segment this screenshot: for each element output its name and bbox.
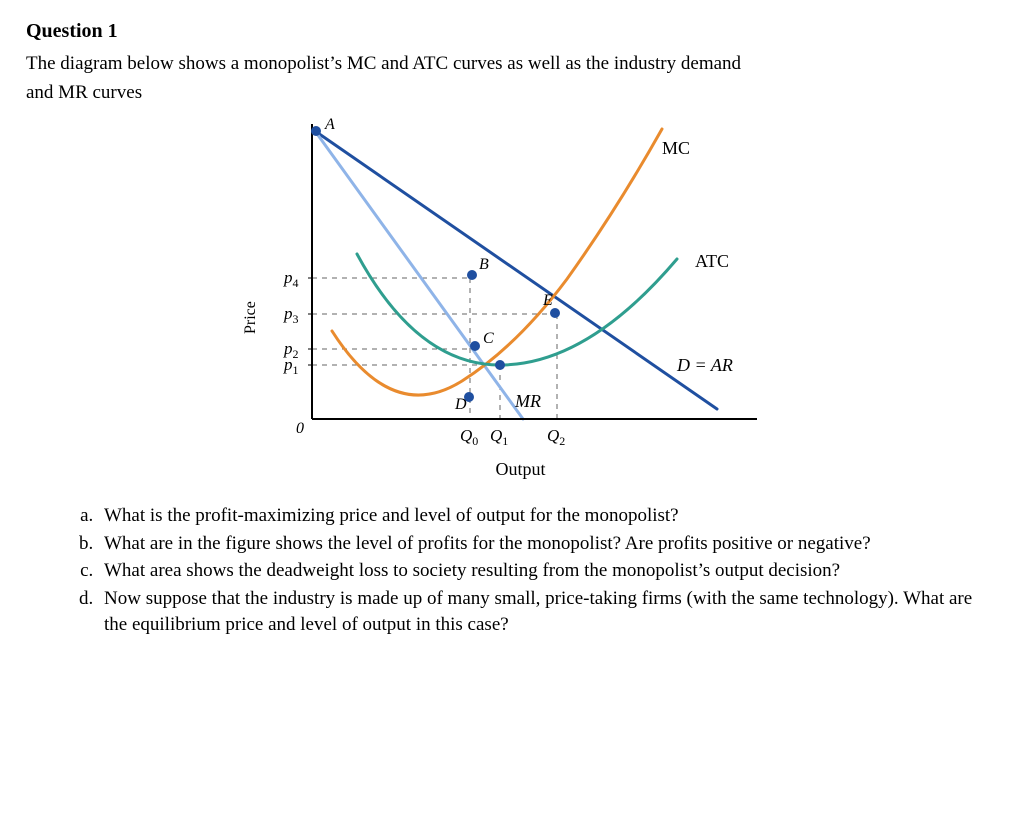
point-label-C: C bbox=[483, 330, 494, 347]
y-axis-title: Price bbox=[242, 302, 259, 335]
question-a: What is the profit-maximizing price and … bbox=[98, 503, 998, 529]
x-tick-label: Q2 bbox=[547, 426, 565, 448]
monopolist-chart: PriceOutput0p1p2p3p4Q0Q1Q2D = ARMRMCATCA… bbox=[217, 109, 807, 489]
point-label-A: A bbox=[324, 116, 335, 133]
point-E bbox=[550, 308, 560, 318]
question-list: What is the profit-maximizing price and … bbox=[26, 503, 998, 637]
demand-label: D = AR bbox=[676, 355, 733, 375]
question-title: Question 1 bbox=[26, 18, 998, 44]
mr-label: MR bbox=[514, 391, 541, 411]
intro-line-2: and MR curves bbox=[26, 81, 998, 106]
x-axis-title: Output bbox=[495, 459, 545, 479]
point-B bbox=[467, 270, 477, 280]
point-label-D: D bbox=[454, 396, 467, 413]
point-A bbox=[311, 126, 321, 136]
y-tick-label: p3 bbox=[283, 304, 299, 326]
demand-curve bbox=[315, 131, 717, 409]
y-tick-label: p4 bbox=[283, 268, 299, 290]
origin-label: 0 bbox=[296, 420, 304, 437]
point-C bbox=[470, 341, 480, 351]
mr-curve bbox=[315, 131, 523, 419]
point-label-B: B bbox=[479, 256, 489, 273]
point-min-atc bbox=[495, 360, 505, 370]
question-c: What area shows the deadweight loss to s… bbox=[98, 558, 998, 584]
y-tick-label: p2 bbox=[283, 339, 299, 361]
question-d: Now suppose that the industry is made up… bbox=[98, 586, 998, 637]
intro-line-1: The diagram below shows a monopolist’s M… bbox=[26, 52, 998, 77]
mc-curve bbox=[332, 129, 662, 395]
question-b: What are in the figure shows the level o… bbox=[98, 531, 998, 557]
x-tick-label: Q0 bbox=[460, 426, 478, 448]
mc-label: MC bbox=[662, 138, 690, 158]
atc-label: ATC bbox=[695, 251, 729, 271]
point-label-E: E bbox=[542, 292, 553, 309]
x-tick-label: Q1 bbox=[490, 426, 508, 448]
